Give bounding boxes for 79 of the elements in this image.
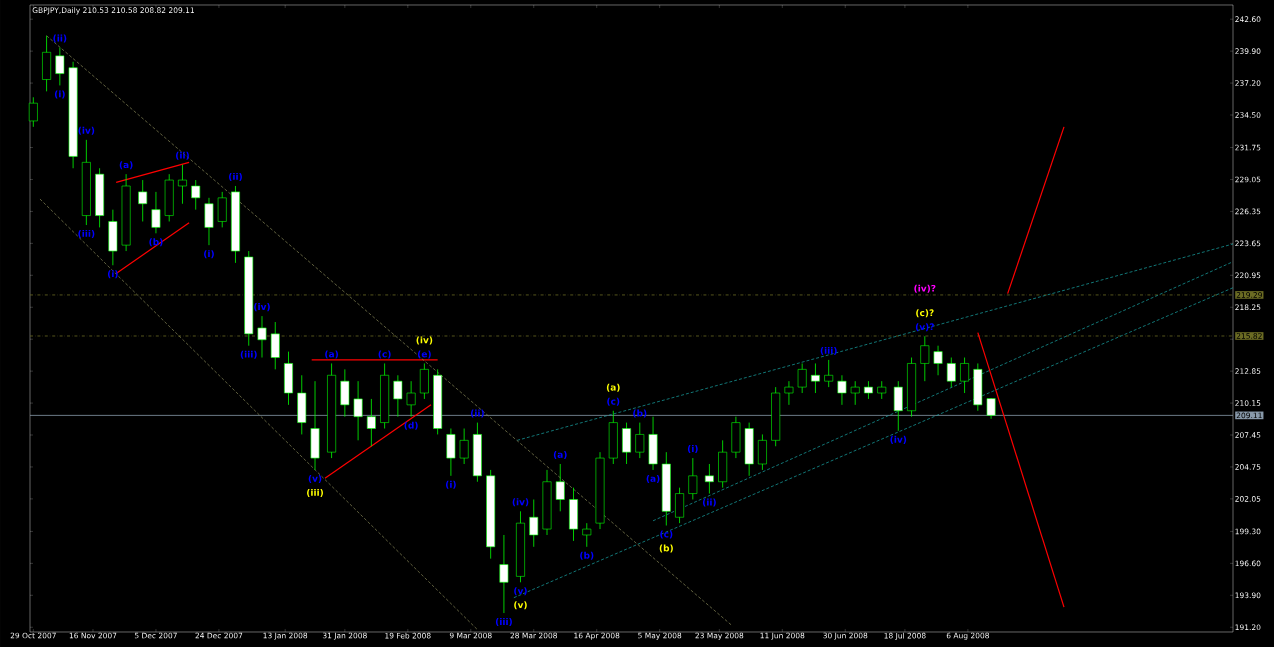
candlestick xyxy=(893,380,903,432)
annotation: (c)? xyxy=(916,309,934,318)
candlestick xyxy=(28,96,38,128)
annotation: (v) xyxy=(514,587,527,596)
annotation: (c) xyxy=(660,530,673,539)
annotation: (a) xyxy=(646,474,660,483)
candlestick xyxy=(191,179,201,211)
annotation: (ii) xyxy=(470,409,484,418)
annotation: (e) xyxy=(417,350,431,359)
candlestick xyxy=(757,434,767,471)
candlestick xyxy=(204,197,214,246)
annotation: (a) xyxy=(119,161,133,170)
candlestick xyxy=(811,363,820,394)
candlestick xyxy=(797,363,807,394)
candlestick xyxy=(933,345,943,376)
candlestick xyxy=(393,374,403,418)
candlestick xyxy=(257,315,267,358)
annotation: (iv) xyxy=(890,435,907,444)
annotation: (iv)? xyxy=(914,284,936,293)
annotation: (iii) xyxy=(307,488,323,497)
candlestick xyxy=(960,357,970,394)
candlestick xyxy=(419,363,429,400)
annotation: (v) xyxy=(514,601,527,610)
annotation: (i) xyxy=(687,445,698,454)
annotation: (iv) xyxy=(78,126,95,135)
annotation: (d) xyxy=(404,421,418,430)
candlestick xyxy=(217,191,227,228)
candlestick xyxy=(784,380,794,406)
candlestick xyxy=(824,359,834,388)
candlestick xyxy=(270,321,280,370)
candlestick xyxy=(555,463,565,512)
annotation: (i) xyxy=(446,480,456,489)
annotation: (i) xyxy=(204,250,214,259)
candlestick xyxy=(635,422,645,459)
candlestick xyxy=(850,380,860,406)
annotation: (v) xyxy=(308,474,322,483)
candlestick xyxy=(178,164,187,205)
annotation: (iv) xyxy=(254,303,270,312)
candlestick xyxy=(406,380,416,418)
candlestick xyxy=(622,422,631,465)
candlestick xyxy=(446,428,456,477)
annotation: (b) xyxy=(659,544,673,553)
candlestick xyxy=(582,522,592,548)
annotation: (ii) xyxy=(53,34,67,43)
candlestick xyxy=(675,487,685,524)
annotation: (b) xyxy=(149,238,163,247)
annotation: (iii) xyxy=(78,230,95,239)
candlestick xyxy=(704,463,714,494)
candlestick xyxy=(353,380,363,441)
annotation: (b) xyxy=(580,551,594,560)
candlestick xyxy=(138,179,148,222)
annotation: (iii) xyxy=(240,350,257,359)
candlestick xyxy=(459,428,469,465)
candlestick xyxy=(529,499,539,548)
annotation: (b) xyxy=(633,409,647,418)
annotation: (iv) xyxy=(416,336,433,345)
candlestick xyxy=(946,357,956,388)
annotation: (ii) xyxy=(702,498,716,507)
candlestick xyxy=(151,191,161,234)
candlestick xyxy=(499,534,509,614)
annotation: (iii) xyxy=(495,618,512,627)
annotation: (i) xyxy=(54,90,65,99)
candlestick xyxy=(340,368,350,418)
annotation: (a) xyxy=(553,450,567,460)
candlestick xyxy=(366,398,376,447)
annotation: (ii) xyxy=(176,151,189,160)
annotation: (v)? xyxy=(915,323,934,332)
annotation: (iv) xyxy=(512,498,529,507)
annotation: (iii) xyxy=(820,346,837,355)
annotation: (ii) xyxy=(229,172,242,182)
annotation: (a) xyxy=(606,383,620,392)
annotation: (a) xyxy=(325,350,338,359)
candlestick xyxy=(688,457,698,500)
candlestick xyxy=(837,374,847,406)
annotation: (c) xyxy=(378,350,391,359)
annotation: (i) xyxy=(107,270,118,279)
candlestick xyxy=(55,47,65,86)
annotation: (c) xyxy=(607,397,620,406)
candlestick xyxy=(920,335,930,382)
